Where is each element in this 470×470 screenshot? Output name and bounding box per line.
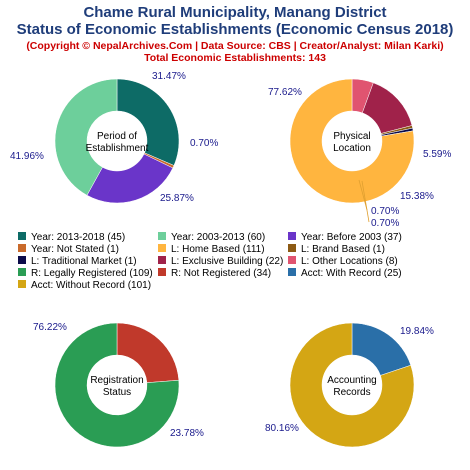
legend-item: R: Not Registered (34) bbox=[158, 268, 271, 279]
slice-year-2003-2013 bbox=[54, 78, 118, 196]
center-label-line: Period of bbox=[97, 131, 137, 142]
percent-label: 25.87% bbox=[160, 193, 194, 204]
legend-item: Acct: Without Record (101) bbox=[18, 280, 151, 291]
legend-label: Acct: Without Record (101) bbox=[31, 280, 151, 291]
legend-label: Acct: With Record (25) bbox=[301, 268, 402, 279]
legend-label: Year: Not Stated (1) bbox=[31, 244, 119, 255]
percent-label: 5.59% bbox=[423, 149, 451, 160]
slice-year-2013-2018 bbox=[116, 78, 180, 166]
percent-label: 19.84% bbox=[400, 326, 434, 337]
center-label-line: Records bbox=[333, 387, 370, 398]
legend-item: L: Other Locations (8) bbox=[288, 256, 398, 267]
center-label-line: Physical bbox=[333, 131, 370, 142]
legend-swatch bbox=[18, 256, 26, 264]
leader-line bbox=[361, 180, 370, 223]
legend: Year: 2013-2018 (45) Year: 2003-2013 (60)… bbox=[18, 232, 402, 291]
legend-swatch bbox=[288, 244, 296, 252]
legend-swatch bbox=[288, 256, 296, 264]
leader-line bbox=[358, 179, 368, 211]
percent-label: 41.96% bbox=[10, 151, 44, 162]
legend-swatch bbox=[18, 280, 26, 288]
slice-r-not-registered bbox=[116, 322, 180, 383]
percent-label: 31.47% bbox=[152, 71, 186, 82]
legend-item: Year: Before 2003 (37) bbox=[288, 232, 402, 243]
legend-label: L: Exclusive Building (22) bbox=[171, 256, 283, 267]
slice-year-before-2003 bbox=[86, 153, 174, 204]
legend-label: L: Traditional Market (1) bbox=[31, 256, 137, 267]
legend-swatch bbox=[288, 268, 296, 276]
legend-item: L: Brand Based (1) bbox=[288, 244, 385, 255]
title-line1: Chame Rural Municipality, Manang Distric… bbox=[83, 4, 386, 21]
slice-l-home-based bbox=[289, 78, 415, 204]
title-line2: Status of Economic Establishments (Econo… bbox=[17, 21, 454, 38]
center-label-line: Status bbox=[103, 387, 131, 398]
legend-label: L: Other Locations (8) bbox=[301, 256, 398, 267]
total-line: Total Economic Establishments: 143 bbox=[144, 52, 326, 64]
legend-item: L: Exclusive Building (22) bbox=[158, 256, 283, 267]
legend-swatch bbox=[158, 268, 166, 276]
legend-label: R: Legally Registered (109) bbox=[31, 268, 153, 279]
legend-label: Year: 2013-2018 (45) bbox=[31, 232, 125, 243]
percent-label: 0.70% bbox=[190, 138, 218, 149]
copyright-line: (Copyright © NepalArchives.Com | Data So… bbox=[26, 40, 443, 52]
legend-swatch bbox=[18, 244, 26, 252]
legend-label: L: Home Based (111) bbox=[171, 244, 265, 255]
percent-label: 76.22% bbox=[33, 322, 67, 333]
center-label-line: Establishment bbox=[86, 143, 149, 154]
legend-label: Year: Before 2003 (37) bbox=[301, 232, 402, 243]
legend-item: Year: 2013-2018 (45) bbox=[18, 232, 125, 243]
legend-swatch bbox=[288, 232, 296, 240]
percent-label: 77.62% bbox=[268, 87, 302, 98]
legend-swatch bbox=[158, 232, 166, 240]
percent-label: 23.78% bbox=[170, 428, 204, 439]
legend-swatch bbox=[18, 232, 26, 240]
legend-label: R: Not Registered (34) bbox=[171, 268, 271, 279]
legend-item: Year: Not Stated (1) bbox=[18, 244, 119, 255]
legend-item: Acct: With Record (25) bbox=[288, 268, 402, 279]
legend-item: R: Legally Registered (109) bbox=[18, 268, 153, 279]
legend-label: L: Brand Based (1) bbox=[301, 244, 385, 255]
legend-item: L: Traditional Market (1) bbox=[18, 256, 137, 267]
center-label-line: Location bbox=[333, 143, 371, 154]
legend-swatch bbox=[158, 244, 166, 252]
legend-item: Year: 2003-2013 (60) bbox=[158, 232, 265, 243]
percent-label: 0.70% bbox=[371, 206, 399, 217]
percent-label: 15.38% bbox=[400, 191, 434, 202]
center-label-line: Accounting bbox=[327, 375, 376, 386]
percent-label: 80.16% bbox=[265, 423, 299, 434]
slice-acct-without-record bbox=[289, 322, 415, 448]
donut-chart-2: PhysicalLocation5.59%15.38%0.70%0.70%77.… bbox=[268, 78, 451, 229]
legend-swatch bbox=[18, 268, 26, 276]
legend-swatch bbox=[158, 256, 166, 264]
percent-label: 0.70% bbox=[371, 218, 399, 229]
center-label-line: Registration bbox=[90, 375, 143, 386]
slice-r-legally-registered bbox=[54, 322, 180, 448]
legend-label: Year: 2003-2013 (60) bbox=[171, 232, 265, 243]
legend-item: L: Home Based (111) bbox=[158, 244, 265, 255]
